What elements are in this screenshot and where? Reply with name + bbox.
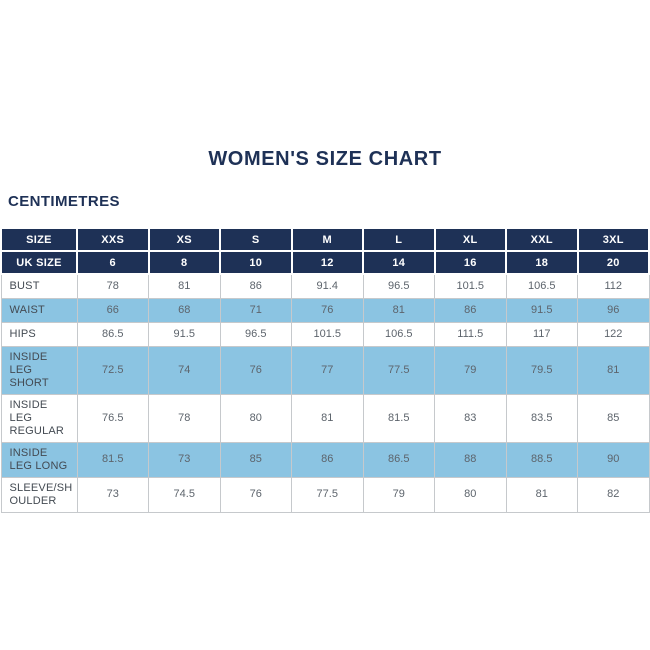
value-cell: 81: [291, 393, 364, 443]
value-cell: 77: [291, 345, 364, 395]
header-cell: 6: [76, 250, 150, 275]
table-row: SLEEVE/SHOULDER 73 74.5 76 77.5 79 80 81 82: [0, 476, 650, 513]
value-cell: 83: [434, 393, 507, 443]
header-cell: XS: [147, 227, 221, 252]
row-label: INSIDE LEG LONG: [0, 441, 78, 478]
value-cell: 91.4: [291, 273, 364, 299]
value-cell: 111.5: [434, 321, 507, 347]
header-cell: 3XL: [576, 227, 650, 252]
value-cell: 86.5: [362, 441, 435, 478]
value-cell: 106.5: [362, 321, 435, 347]
value-cell: 106.5: [505, 273, 578, 299]
value-cell: 101.5: [291, 321, 364, 347]
header-row-label: SIZE: [0, 227, 78, 252]
value-cell: 83.5: [505, 393, 578, 443]
value-cell: 81: [148, 273, 221, 299]
header-cell: M: [290, 227, 364, 252]
value-cell: 81: [577, 345, 650, 395]
value-cell: 96: [577, 297, 650, 323]
row-label: INSIDE LEG SHORT: [0, 345, 78, 395]
value-cell: 86.5: [76, 321, 149, 347]
value-cell: 76: [291, 297, 364, 323]
table-row: HIPS 86.5 91.5 96.5 101.5 106.5 111.5 117 122: [0, 321, 650, 347]
value-cell: 122: [577, 321, 650, 347]
row-label: SLEEVE/SHOULDER: [0, 476, 78, 513]
value-cell: 73: [148, 441, 221, 478]
row-label: INSIDE LEG REGULAR: [0, 393, 78, 443]
header-cell: 12: [290, 250, 364, 275]
table-row: INSIDE LEG REGULAR 76.5 78 80 81 81.5 83 83.5 85: [0, 393, 650, 443]
header-cell: 18: [505, 250, 579, 275]
header-row: SIZE XXS XS S M L XL XXL 3XL: [0, 227, 650, 252]
value-cell: 82: [577, 476, 650, 513]
value-cell: 74.5: [148, 476, 221, 513]
table-row: BUST 78 81 86 91.4 96.5 101.5 106.5 112: [0, 273, 650, 299]
value-cell: 81: [505, 476, 578, 513]
value-cell: 81.5: [76, 441, 149, 478]
header-cell: L: [362, 227, 436, 252]
value-cell: 88: [434, 441, 507, 478]
value-cell: 112: [577, 273, 650, 299]
value-cell: 77.5: [362, 345, 435, 395]
value-cell: 81.5: [362, 393, 435, 443]
value-cell: 79: [434, 345, 507, 395]
value-cell: 80: [219, 393, 292, 443]
value-cell: 117: [505, 321, 578, 347]
page-title: WOMEN'S SIZE CHART: [208, 148, 442, 170]
header-cell: 10: [219, 250, 293, 275]
value-cell: 71: [219, 297, 292, 323]
value-cell: 91.5: [148, 321, 221, 347]
value-cell: 74: [148, 345, 221, 395]
value-cell: 86: [291, 441, 364, 478]
value-cell: 86: [434, 297, 507, 323]
value-cell: 68: [148, 297, 221, 323]
header-cell: 16: [433, 250, 507, 275]
value-cell: 66: [76, 297, 149, 323]
row-label: HIPS: [0, 321, 78, 347]
value-cell: 90: [577, 441, 650, 478]
row-label: BUST: [0, 273, 78, 299]
value-cell: 85: [577, 393, 650, 443]
table-row: INSIDE LEG LONG 81.5 73 85 86 86.5 88 88.5 90: [0, 441, 650, 478]
value-cell: 88.5: [505, 441, 578, 478]
row-label: WAIST: [0, 297, 78, 323]
value-cell: 76: [219, 476, 292, 513]
unit-label: CENTIMETRES: [8, 193, 120, 210]
header-row-label: UK SIZE: [0, 250, 78, 275]
value-cell: 80: [434, 476, 507, 513]
header-cell: XL: [433, 227, 507, 252]
value-cell: 85: [219, 441, 292, 478]
table-row: INSIDE LEG SHORT 72.5 74 76 77 77.5 79 79.5 81: [0, 345, 650, 395]
table-body: BUST 78 81 86 91.4 96.5 101.5 106.5 112 WAIST 66 68…: [0, 273, 650, 513]
value-cell: 79: [362, 476, 435, 513]
table-header: SIZE XXS XS S M L XL XXL 3XL UK SIZE 6 8 10 12 14 16 18 2…: [0, 227, 650, 275]
header-cell: S: [219, 227, 293, 252]
value-cell: 76: [219, 345, 292, 395]
header-cell: 20: [576, 250, 650, 275]
value-cell: 78: [76, 273, 149, 299]
header-cell: XXS: [76, 227, 150, 252]
header-cell: XXL: [505, 227, 579, 252]
value-cell: 72.5: [76, 345, 149, 395]
table-row: WAIST 66 68 71 76 81 86 91.5 96: [0, 297, 650, 323]
value-cell: 76.5: [76, 393, 149, 443]
value-cell: 101.5: [434, 273, 507, 299]
value-cell: 86: [219, 273, 292, 299]
size-chart-table: SIZE XXS XS S M L XL XXL 3XL UK SIZE 6 8 10 12 14 16 18 2…: [0, 227, 650, 513]
header-row: UK SIZE 6 8 10 12 14 16 18 20: [0, 250, 650, 275]
value-cell: 96.5: [362, 273, 435, 299]
value-cell: 77.5: [291, 476, 364, 513]
value-cell: 91.5: [505, 297, 578, 323]
value-cell: 81: [362, 297, 435, 323]
header-cell: 8: [147, 250, 221, 275]
value-cell: 79.5: [505, 345, 578, 395]
value-cell: 78: [148, 393, 221, 443]
header-cell: 14: [362, 250, 436, 275]
value-cell: 73: [76, 476, 149, 513]
value-cell: 96.5: [219, 321, 292, 347]
